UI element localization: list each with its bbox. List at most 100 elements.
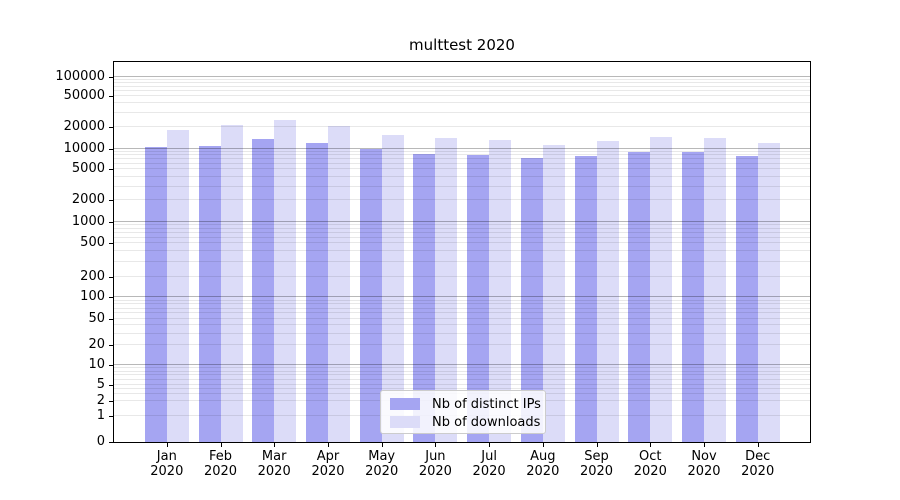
x-tick-mark-may — [381, 443, 383, 447]
bar-jan-ips — [144, 147, 167, 442]
bar-jul-ips — [467, 154, 490, 442]
y-tick-label-20: 20 — [88, 337, 105, 353]
x-tick-mark-feb — [220, 443, 222, 447]
minor-gridline-4 — [114, 387, 810, 389]
x-tick-label-nov: Nov 2020 — [687, 449, 721, 479]
minor-gridline-50 — [114, 318, 810, 319]
minor-gridline-800 — [114, 227, 810, 229]
bar-dec-ips — [735, 156, 758, 442]
bar-may-downloads — [381, 134, 404, 442]
minor-gridline-90 — [114, 299, 810, 301]
legend-swatch-downloads — [390, 416, 420, 428]
y-tick-label-100000: 100000 — [55, 68, 105, 84]
minor-gridline-2000 — [114, 199, 810, 201]
bar-jun-downloads — [435, 138, 458, 442]
y-tick-mark-0 — [109, 442, 113, 443]
minor-gridline-8000 — [114, 154, 810, 156]
legend-swatch-distinct-ips — [390, 398, 420, 410]
minor-gridline-5000 — [114, 168, 810, 170]
y-tick-mark-20 — [109, 345, 113, 347]
plot-area: Nb of distinct IPs Nb of downloads — [113, 61, 811, 443]
major-gridline-10 — [114, 364, 810, 366]
minor-gridline-5 — [114, 383, 810, 385]
y-tick-mark-100000 — [109, 76, 113, 78]
y-tick-mark-5 — [109, 384, 113, 386]
bar-sep-ips — [574, 156, 597, 442]
bar-nov-downloads — [704, 137, 726, 442]
bar-feb-downloads — [220, 125, 243, 442]
bar-nov-ips — [682, 152, 704, 442]
y-tick-mark-500 — [109, 243, 113, 245]
minor-gridline-40000 — [114, 102, 810, 104]
bar-apr-downloads — [328, 126, 350, 442]
x-tick-label-jan: Jan 2020 — [150, 449, 184, 479]
y-tick-mark-10 — [109, 365, 113, 367]
major-gridline-1000 — [114, 221, 810, 223]
bar-feb-ips — [198, 145, 221, 442]
x-tick-label-apr: Apr 2020 — [311, 449, 345, 479]
major-gridline-100 — [114, 296, 810, 298]
bar-apr-ips — [306, 143, 328, 442]
bar-may-ips — [359, 148, 382, 442]
y-tick-label-5: 5 — [96, 376, 105, 392]
x-tick-mark-aug — [542, 443, 544, 447]
y-tick-label-50: 50 — [88, 311, 105, 326]
major-gridline-10000 — [114, 147, 810, 149]
bar-mar-ips — [252, 138, 275, 442]
y-tick-label-1: 1 — [96, 408, 105, 424]
x-tick-mark-nov — [704, 443, 705, 447]
x-tick-mark-jan — [166, 443, 168, 447]
minor-gridline-70000 — [114, 85, 810, 87]
minor-gridline-7 — [114, 374, 810, 376]
minor-gridline-300 — [114, 260, 810, 262]
minor-gridline-200 — [114, 275, 810, 277]
x-tick-label-mar: Mar 2020 — [257, 449, 291, 479]
minor-gridline-8 — [114, 370, 810, 372]
minor-gridline-80 — [114, 303, 810, 305]
x-tick-mark-jul — [489, 443, 491, 447]
chart-title: multtest 2020 — [409, 36, 515, 54]
x-tick-label-jun: Jun 2020 — [418, 449, 452, 479]
minor-gridline-50000 — [114, 94, 810, 96]
minor-gridline-6000 — [114, 162, 810, 164]
y-tick-label-0: 0 — [96, 434, 105, 449]
x-tick-label-sep: Sep 2020 — [579, 449, 614, 479]
legend-item-distinct-ips: Nb of distinct IPs — [390, 395, 545, 413]
y-tick-label-1000: 1000 — [71, 214, 105, 230]
minor-gridline-80000 — [114, 82, 810, 83]
minor-gridline-7000 — [114, 158, 810, 160]
x-tick-mark-jun — [435, 443, 437, 447]
y-tick-mark-5000 — [109, 169, 113, 171]
y-tick-mark-2000 — [109, 200, 113, 202]
x-tick-label-dec: Dec 2020 — [741, 449, 775, 479]
minor-gridline-400 — [114, 250, 810, 252]
bar-sep-downloads — [596, 141, 619, 442]
x-tick-label-aug: Aug 2020 — [526, 449, 560, 479]
y-tick-mark-1000 — [109, 222, 113, 224]
minor-gridline-70 — [114, 307, 810, 309]
y-tick-label-10: 10 — [88, 357, 105, 373]
x-tick-label-feb: Feb 2020 — [203, 449, 238, 479]
minor-gridline-9000 — [114, 150, 810, 152]
minor-gridline-30 — [114, 332, 810, 334]
x-tick-mark-sep — [596, 443, 598, 447]
y-tick-mark-200 — [109, 276, 113, 278]
minor-gridline-9 — [114, 367, 810, 369]
y-tick-label-10000: 10000 — [63, 140, 105, 156]
legend-label-downloads: Nb of downloads — [432, 414, 541, 430]
minor-gridline-900 — [114, 224, 810, 226]
bar-aug-downloads — [542, 144, 565, 442]
legend-item-downloads: Nb of downloads — [390, 413, 545, 431]
y-tick-mark-2 — [109, 401, 113, 403]
x-tick-mark-oct — [650, 443, 652, 447]
minor-gridline-60 — [114, 312, 810, 314]
y-tick-mark-100 — [109, 297, 113, 299]
legend-label-distinct-ips: Nb of distinct IPs — [432, 396, 541, 412]
gridlines-layer — [114, 62, 810, 442]
y-tick-label-100: 100 — [80, 289, 105, 305]
minor-gridline-6 — [114, 378, 810, 380]
y-tick-label-5000: 5000 — [71, 161, 105, 177]
y-tick-mark-50 — [109, 319, 113, 320]
bar-jun-ips — [413, 153, 436, 442]
